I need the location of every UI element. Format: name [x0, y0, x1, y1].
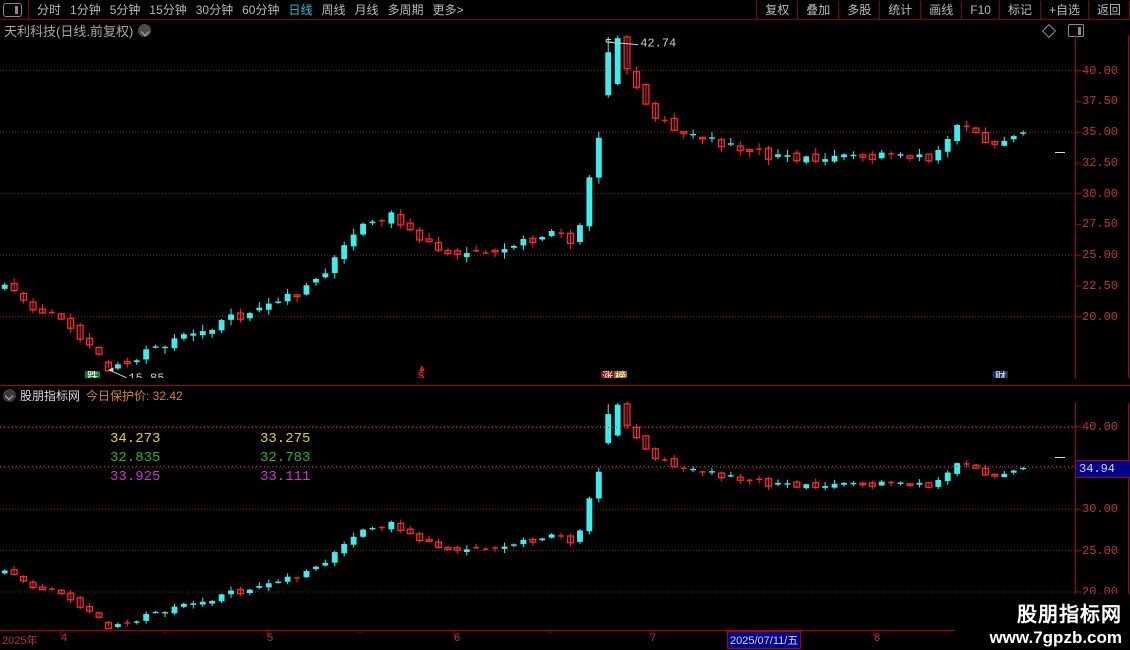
- svg-text:42.74: 42.74: [640, 37, 676, 51]
- svg-text:15.85: 15.85: [128, 372, 164, 378]
